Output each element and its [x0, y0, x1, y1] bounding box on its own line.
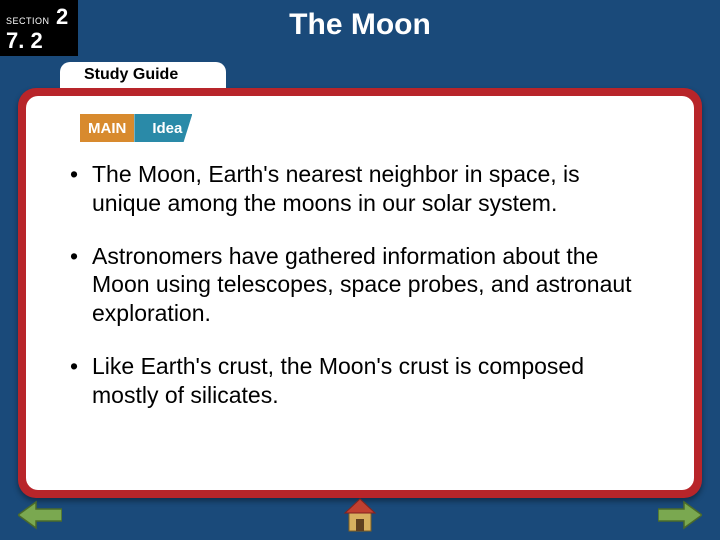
nav-bar: [0, 498, 720, 536]
study-guide-tab: Study Guide: [60, 62, 226, 88]
section-chapter: 2: [56, 4, 68, 29]
content-panel: MAIN Idea The Moon, Earth's nearest neig…: [26, 96, 694, 490]
bullet-item: Astronomers have gathered information ab…: [70, 242, 650, 328]
arrow-left-icon: [18, 500, 62, 530]
section-number: 7. 2: [6, 28, 72, 54]
page-title: The Moon: [0, 0, 720, 42]
bullet-item: The Moon, Earth's nearest neighbor in sp…: [70, 160, 650, 218]
section-box: SECTION 2 7. 2: [0, 0, 78, 56]
main-idea-badge: MAIN Idea: [80, 114, 192, 142]
bullet-list: The Moon, Earth's nearest neighbor in sp…: [50, 160, 670, 409]
home-button[interactable]: [342, 497, 378, 538]
bullet-item: Like Earth's crust, the Moon's crust is …: [70, 352, 650, 410]
slide-header: SECTION 2 7. 2 The Moon Study Guide: [0, 0, 720, 78]
arrow-right-icon: [658, 500, 702, 530]
main-idea-left: MAIN: [80, 114, 134, 142]
home-icon: [342, 497, 378, 533]
content-panel-border: MAIN Idea The Moon, Earth's nearest neig…: [18, 88, 702, 498]
next-arrow-button[interactable]: [658, 500, 702, 535]
main-idea-right: Idea: [134, 114, 192, 142]
section-label: SECTION: [6, 16, 50, 26]
prev-arrow-button[interactable]: [18, 500, 62, 535]
